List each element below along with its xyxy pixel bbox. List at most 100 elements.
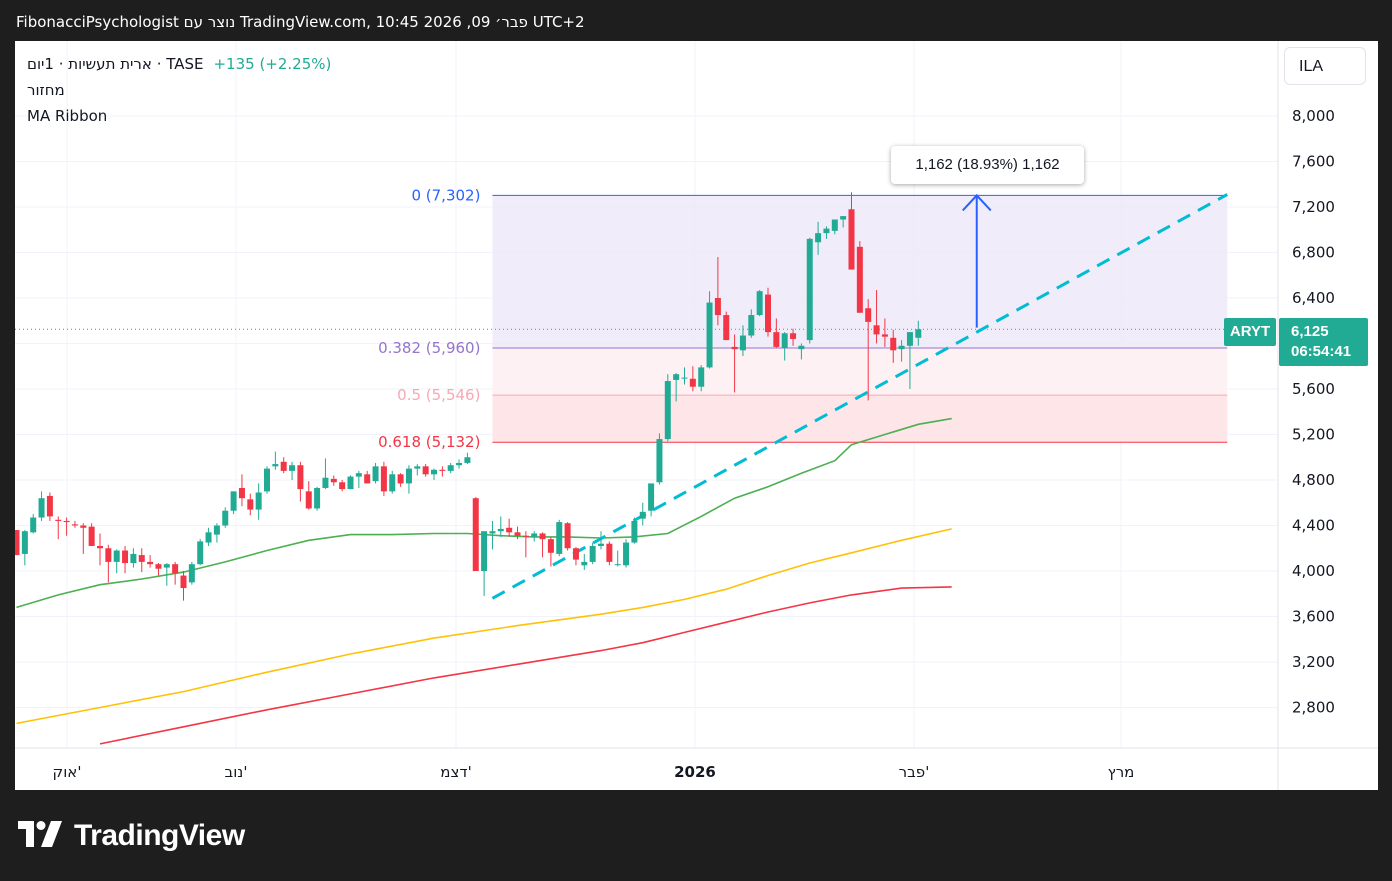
candle <box>639 502 646 526</box>
candle-body <box>589 545 596 562</box>
chart-canvas[interactable]: 0 (7,302) 0.382 (5,960) 0.5 (5,546) 0.618 (… <box>15 41 1378 790</box>
candle <box>706 291 713 369</box>
candle <box>138 548 145 573</box>
candle <box>598 531 604 550</box>
candle-body <box>155 564 162 569</box>
candle-body <box>464 457 471 463</box>
candle <box>30 514 37 534</box>
candle-body <box>673 374 680 380</box>
candle <box>372 462 379 484</box>
candle <box>698 365 705 392</box>
price-axis-tick-label: 4,400 <box>1292 517 1335 535</box>
candle <box>539 532 546 558</box>
candle <box>664 374 671 442</box>
candle-body <box>213 525 220 535</box>
candle-body <box>881 334 888 337</box>
candle <box>464 452 471 465</box>
candle <box>130 548 137 568</box>
candle-body <box>723 315 730 341</box>
candle <box>589 542 596 565</box>
candle <box>572 547 579 566</box>
candle <box>15 530 20 556</box>
candle <box>272 451 279 470</box>
candle <box>514 526 521 540</box>
candle <box>414 464 421 476</box>
candle <box>564 522 571 551</box>
legend-indicator-volume[interactable]: מחזור <box>27 81 65 99</box>
fib-level-label: 0.382 (5,960) <box>378 339 480 357</box>
price-axis-tick-label: 4,800 <box>1292 471 1335 489</box>
candle <box>205 527 212 546</box>
candle <box>481 531 488 597</box>
candle <box>38 491 45 521</box>
candle <box>681 367 688 385</box>
candle-body <box>581 561 588 566</box>
legend-symbol[interactable]: ארית תעשיות · 1יום · TASE +135 (+2.25%) <box>27 55 331 73</box>
chart-frame[interactable]: 0 (7,302) 0.382 (5,960) 0.5 (5,546) 0.618 (… <box>15 41 1378 790</box>
price-axis-tick-label: 4,000 <box>1292 562 1335 580</box>
candle-body <box>339 482 346 490</box>
candle-body <box>414 466 421 469</box>
price-axis-tick-label: 3,200 <box>1292 653 1335 671</box>
candle <box>21 530 28 566</box>
candle-body <box>405 468 412 484</box>
candle <box>531 531 538 542</box>
candle-body <box>547 539 554 553</box>
candle-body <box>739 335 746 351</box>
candle <box>314 486 321 511</box>
candle <box>46 492 53 521</box>
candle-body <box>681 377 688 379</box>
candle <box>339 480 346 492</box>
candle <box>497 516 504 537</box>
ma-line-red <box>99 586 952 745</box>
candle-body <box>355 473 362 477</box>
candle <box>765 287 771 337</box>
trendline <box>491 193 1228 600</box>
candle <box>673 373 680 402</box>
candle <box>881 318 888 347</box>
candle <box>364 470 371 484</box>
candle <box>105 544 112 583</box>
candles <box>15 192 922 601</box>
candle <box>906 332 913 389</box>
candle-body <box>706 302 713 368</box>
candle-body <box>614 564 621 566</box>
time-axis-tick-label: אוק' <box>53 763 82 781</box>
candle <box>614 550 621 567</box>
candle-body <box>606 543 613 562</box>
candle-body <box>831 219 838 231</box>
candle <box>831 219 838 235</box>
candle <box>431 468 437 480</box>
candle-body <box>130 553 137 564</box>
candle <box>631 517 638 544</box>
candle <box>840 216 847 228</box>
candle <box>264 466 270 494</box>
candle <box>55 516 62 540</box>
candle-body <box>714 298 721 316</box>
last-price-value: 6,125 <box>1291 323 1329 340</box>
candle-body <box>698 367 705 387</box>
candle <box>731 334 738 393</box>
candle-body <box>790 333 797 339</box>
candle-body <box>539 533 546 540</box>
candle <box>255 483 262 520</box>
candle <box>823 226 830 239</box>
tradingview-logo-icon <box>18 821 62 847</box>
legend-indicator-ma-ribbon[interactable]: MA Ribbon <box>27 107 108 125</box>
candle-body <box>898 345 905 350</box>
fib-zone-0382-05 <box>492 348 1228 396</box>
candle-body <box>915 329 922 338</box>
candle <box>781 332 788 361</box>
fibonacci-retracement: 0 (7,302) 0.382 (5,960) 0.5 (5,546) 0.618 (… <box>378 186 1228 451</box>
candle-body <box>497 528 504 532</box>
candle-body <box>873 325 880 335</box>
candle-body <box>188 564 195 583</box>
candle-body <box>623 542 630 566</box>
currency-button[interactable]: ILA <box>1284 47 1366 85</box>
candle <box>80 523 87 554</box>
candle-body <box>205 532 212 543</box>
candle <box>447 462 454 474</box>
price-axis-tick-label: 5,600 <box>1292 380 1335 398</box>
candle <box>748 309 755 338</box>
candle-body <box>506 527 513 533</box>
